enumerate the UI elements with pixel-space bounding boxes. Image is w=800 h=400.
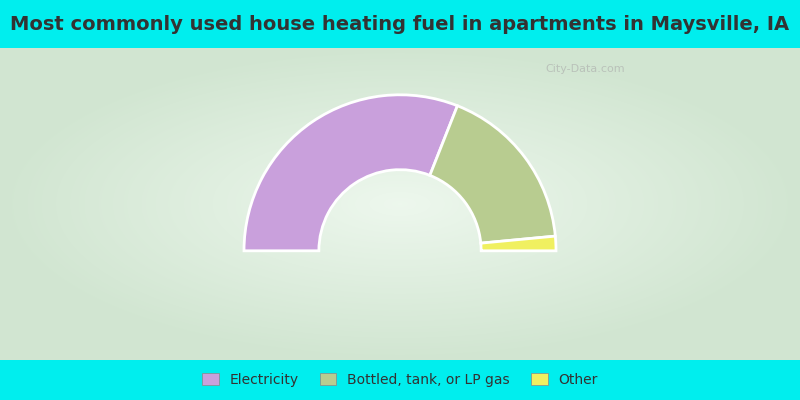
Legend: Electricity, Bottled, tank, or LP gas, Other: Electricity, Bottled, tank, or LP gas, O… <box>202 373 598 387</box>
Wedge shape <box>430 106 555 243</box>
Wedge shape <box>481 236 556 251</box>
Text: City-Data.com: City-Data.com <box>545 64 625 74</box>
Text: Most commonly used house heating fuel in apartments in Maysville, IA: Most commonly used house heating fuel in… <box>10 14 790 34</box>
Wedge shape <box>244 95 458 251</box>
